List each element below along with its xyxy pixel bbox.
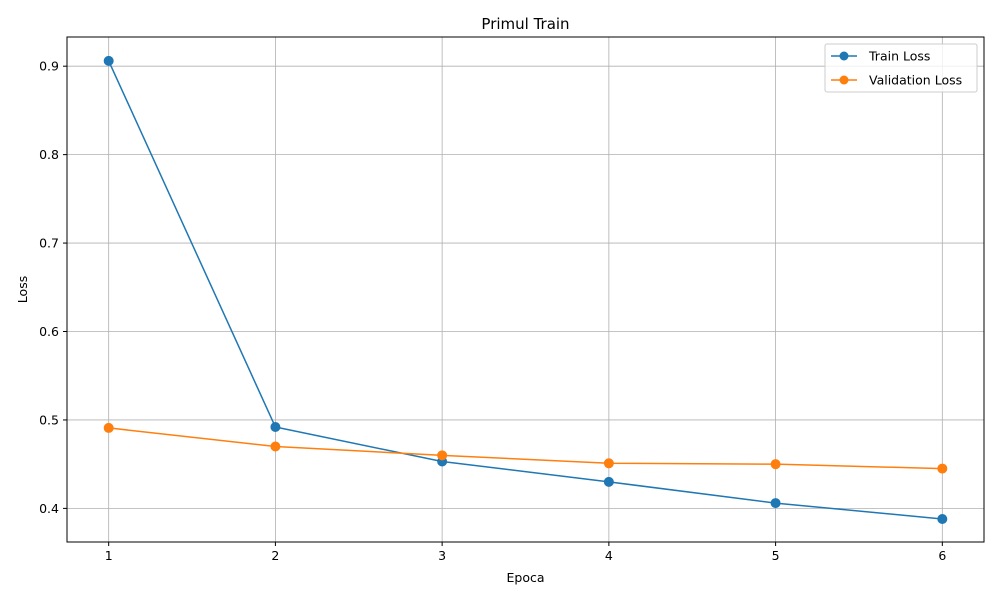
data-point-train-loss	[103, 55, 114, 66]
x-axis-label: Epoca	[506, 570, 544, 585]
data-point-validation-loss	[937, 463, 948, 474]
data-point-validation-loss	[437, 450, 448, 461]
series-line-train-loss	[107, 60, 943, 520]
legend-label-validation-loss: Validation Loss	[869, 73, 962, 88]
legend-marker-train-loss	[839, 51, 849, 61]
legend-label-train-loss: Train Loss	[868, 49, 930, 64]
x-tick-label: 6	[938, 548, 946, 563]
data-point-train-loss	[603, 476, 614, 487]
data-point-train-loss	[770, 498, 781, 509]
chart-title: Primul Train	[481, 15, 569, 33]
series-line-validation-loss	[108, 427, 943, 470]
y-tick-label: 0.9	[39, 59, 59, 74]
data-point-train-loss	[270, 422, 281, 433]
y-tick-label: 0.7	[39, 236, 59, 251]
y-tick-label: 0.8	[39, 147, 59, 162]
x-tick-label: 1	[105, 548, 113, 563]
y-axis-ticks: 0.4 0.5 0.6 0.7 0.8 0.9	[39, 59, 67, 516]
data-point-validation-loss	[103, 422, 114, 433]
x-tick-label: 2	[271, 548, 279, 563]
series-layer	[103, 55, 948, 525]
x-tick-label: 4	[605, 548, 613, 563]
legend-box	[824, 43, 978, 93]
legend-marker-validation-loss	[839, 75, 849, 85]
data-point-train-loss	[937, 514, 948, 525]
data-point-validation-loss	[603, 458, 614, 469]
plot-frame	[66, 36, 985, 543]
y-axis-label: Loss	[15, 276, 30, 303]
legend: Train Loss Validation Loss	[824, 43, 978, 93]
x-tick-label: 5	[772, 548, 780, 563]
x-tick-label: 3	[438, 548, 446, 563]
data-point-validation-loss	[770, 459, 781, 470]
y-tick-label: 0.6	[39, 324, 59, 339]
x-axis-ticks: 1 2 3 4 5 6	[105, 542, 946, 563]
y-tick-label: 0.5	[39, 412, 59, 427]
y-tick-label: 0.4	[39, 501, 59, 516]
data-point-validation-loss	[270, 441, 281, 452]
series-validation-loss	[103, 422, 948, 474]
